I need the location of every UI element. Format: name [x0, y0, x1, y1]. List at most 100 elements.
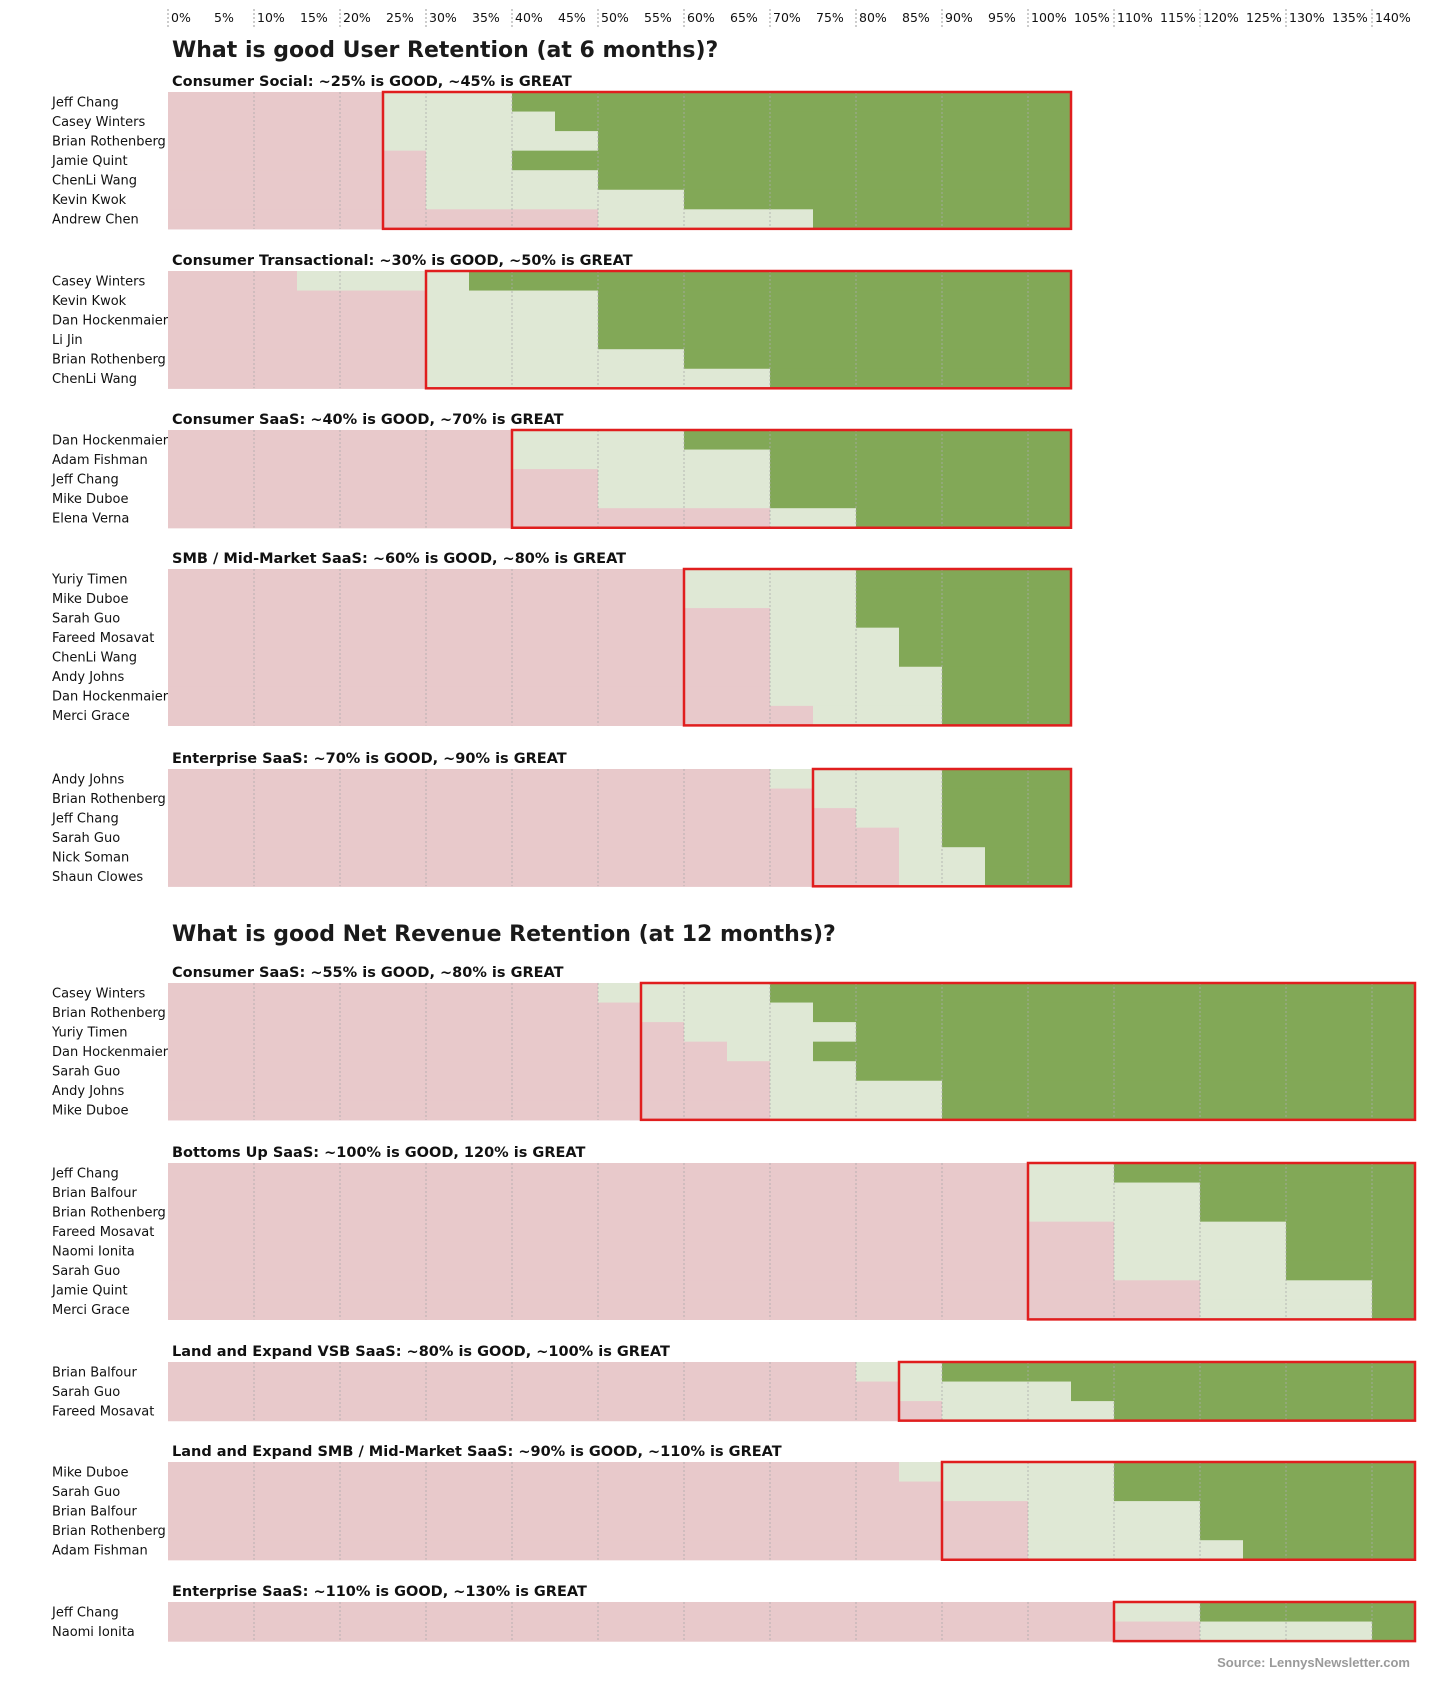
section-title: Land and Expand VSB SaaS: ~80% is GOOD, …	[172, 1344, 670, 1360]
benchmark-range-box	[381, 90, 1073, 231]
benchmark-section: Consumer SaaS: ~40% is GOOD, ~70% is GRE…	[51, 412, 1073, 529]
row-label: Sarah Guo	[52, 1064, 120, 1079]
heatmap-row: Brian Rothenberg	[52, 131, 1071, 152]
good-segment	[684, 569, 856, 590]
good-segment	[899, 1381, 1071, 1402]
bad-segment	[168, 329, 426, 350]
heatmap-row: Jeff Chang	[51, 808, 1071, 829]
section-title: Land and Expand SMB / Mid-Market SaaS: ~…	[172, 1444, 782, 1460]
heatmap-row: Dan Hockenmaier	[52, 310, 1071, 331]
heatmap-row: Adam Fishman	[52, 1540, 1415, 1561]
row-label: Brian Balfour	[52, 1365, 137, 1380]
bad-segment	[168, 1163, 1028, 1184]
row-label: Brian Rothenberg	[52, 792, 166, 807]
bad-segment	[168, 1061, 770, 1082]
row-label: Andy Johns	[52, 1084, 124, 1099]
great-segment	[770, 488, 1071, 509]
heatmap-row: Yuriy Timen	[51, 1022, 1415, 1043]
heatmap-row: Sarah Guo	[52, 1381, 1415, 1402]
good-segment	[770, 608, 856, 629]
heatmap-row: Brian Rothenberg	[52, 1002, 1415, 1023]
row-label: Dan Hockenmaier	[52, 313, 169, 328]
row-label: Jeff Chang	[51, 811, 119, 826]
good-segment	[770, 686, 942, 707]
row-label: Jamie Quint	[51, 1284, 128, 1299]
chart-group: What is good Net Revenue Retention (at 1…	[51, 922, 1417, 1643]
good-segment	[770, 666, 942, 687]
row-label: Brian Balfour	[52, 1504, 137, 1519]
heatmap-row: Mike Duboe	[52, 588, 1071, 609]
bad-segment	[168, 1002, 641, 1023]
bad-segment	[168, 131, 383, 152]
x-tick-label: 85%	[902, 10, 930, 25]
great-segment	[856, 1061, 1415, 1082]
section-title: Consumer SaaS: ~40% is GOOD, ~70% is GRE…	[172, 412, 564, 428]
row-label: Li Jin	[52, 333, 83, 348]
row-label: Dan Hockenmaier	[52, 690, 169, 705]
row-label: Brian Balfour	[52, 1186, 137, 1201]
great-segment	[1372, 1621, 1415, 1642]
good-segment	[512, 449, 770, 470]
row-label: Sarah Guo	[52, 1264, 120, 1279]
good-segment	[770, 1080, 942, 1101]
heatmap-row: ChenLi Wang	[52, 647, 1071, 668]
bad-segment	[168, 686, 770, 707]
heatmap-row: Mike Duboe	[52, 1462, 1415, 1483]
heatmap-row: Dan Hockenmaier	[52, 686, 1071, 707]
bad-segment	[168, 666, 770, 687]
great-segment	[598, 131, 1071, 152]
x-tick-label: 25%	[386, 10, 414, 25]
x-tick-label: 30%	[429, 10, 457, 25]
row-label: Mike Duboe	[52, 492, 128, 507]
great-segment	[598, 310, 1071, 331]
heatmap-row: Fareed Mosavat	[52, 1221, 1415, 1242]
heatmap-row: Andrew Chen	[52, 209, 1071, 230]
bad-segment	[168, 1100, 770, 1121]
benchmark-section: SMB / Mid-Market SaaS: ~60% is GOOD, ~80…	[51, 551, 1073, 727]
heatmap-row: Elena Verna	[52, 508, 1071, 529]
bad-segment	[168, 608, 770, 629]
good-segment	[899, 866, 985, 887]
heatmap-row: Dan Hockenmaier	[52, 430, 1071, 451]
great-segment	[1200, 1202, 1415, 1223]
benchmark-section: Enterprise SaaS: ~110% is GOOD, ~130% is…	[51, 1584, 1417, 1643]
row-label: Sarah Guo	[52, 1385, 120, 1400]
row-label: Mike Duboe	[52, 1104, 128, 1119]
row-label: Jeff Chang	[51, 95, 119, 110]
benchmark-range-box	[682, 567, 1073, 727]
benchmark-section: Bottoms Up SaaS: ~100% is GOOD, 120% is …	[51, 1145, 1417, 1321]
row-label: Dan Hockenmaier	[52, 433, 169, 448]
row-label: ChenLi Wang	[52, 650, 137, 665]
source-credit: Source: LennysNewsletter.com	[1217, 1655, 1410, 1670]
bad-segment	[168, 627, 770, 648]
heatmap-row: ChenLi Wang	[52, 368, 1071, 389]
bad-segment	[168, 469, 598, 490]
row-label: Mike Duboe	[52, 1465, 128, 1480]
benchmark-range-box	[811, 767, 1073, 888]
bad-segment	[168, 1260, 1114, 1281]
great-segment	[598, 290, 1071, 311]
good-segment	[1114, 1260, 1286, 1281]
heatmap-row: Merci Grace	[52, 705, 1071, 726]
heatmap-row: Nick Soman	[52, 847, 1071, 868]
great-segment	[512, 92, 1071, 113]
row-label: Brian Rothenberg	[52, 1006, 166, 1021]
good-segment	[813, 788, 942, 809]
bad-segment	[168, 189, 426, 210]
great-segment	[1071, 1381, 1415, 1402]
heatmap-row: Andy Johns	[52, 666, 1071, 687]
row-label: Brian Rothenberg	[52, 1205, 166, 1220]
good-segment	[770, 627, 899, 648]
great-segment	[1286, 1221, 1415, 1242]
row-label: Andy Johns	[52, 670, 124, 685]
good-segment	[813, 705, 942, 726]
great-segment	[1200, 1602, 1415, 1623]
benchmark-range-box	[510, 428, 1073, 529]
good-segment	[297, 271, 469, 292]
benchmark-range-box	[1112, 1600, 1417, 1643]
great-segment	[684, 430, 1071, 451]
x-tick-label: 120%	[1203, 10, 1239, 25]
great-segment	[813, 209, 1071, 230]
great-segment	[1114, 1481, 1415, 1502]
great-segment	[1114, 1163, 1415, 1184]
